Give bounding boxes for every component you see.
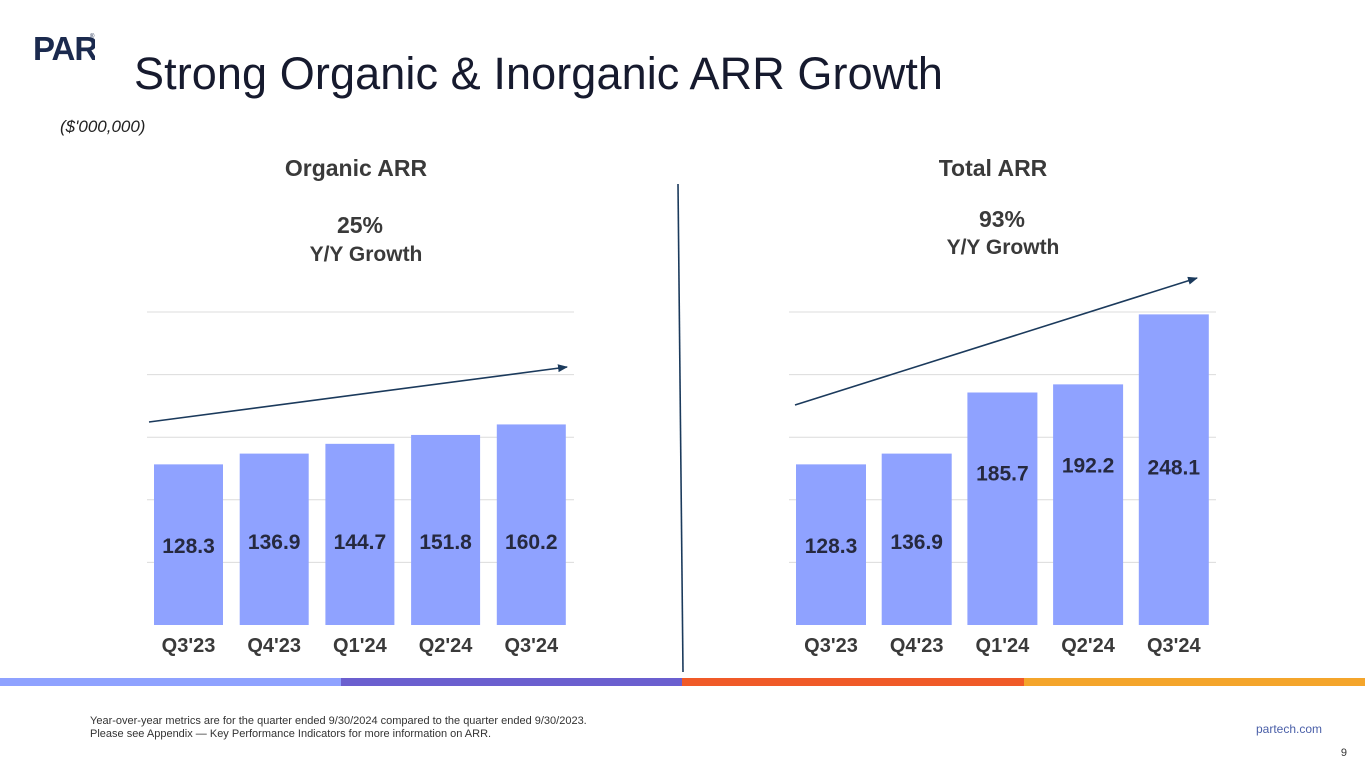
total-bar bbox=[1138, 314, 1209, 625]
total-value-label: 248.1 bbox=[1148, 456, 1201, 479]
organic-tick-label: Q2'24 bbox=[419, 635, 474, 657]
total-value-label: 192.2 bbox=[1062, 454, 1115, 477]
footer-stripe-purple bbox=[341, 678, 682, 686]
page-number: 9 bbox=[1340, 747, 1347, 759]
total-tick-label: Q2'24 bbox=[1061, 635, 1116, 657]
organic-bar bbox=[411, 434, 481, 625]
organic-tick-label: Q3'23 bbox=[162, 635, 216, 657]
footnote-line-2: Please see Appendix — Key Performance In… bbox=[90, 728, 492, 740]
total-bar bbox=[796, 464, 866, 625]
total-value-label: 128.3 bbox=[805, 535, 858, 558]
organic-bar bbox=[496, 424, 566, 625]
total-chart: 128.3 Q3'23 136.9 Q4'23 185.7 Q1'24 192.2 Q2'24… bbox=[789, 311, 1216, 657]
organic-trend-arrow bbox=[148, 364, 568, 423]
total-chart-title: Total ARR bbox=[938, 155, 1048, 181]
organic-value-label: 136.9 bbox=[248, 531, 301, 554]
organic-growth-pct: 25% bbox=[336, 212, 384, 238]
total-tick-label: Q1'24 bbox=[976, 635, 1031, 657]
total-growth-pct: 93% bbox=[978, 206, 1026, 232]
organic-bar bbox=[325, 443, 395, 625]
organic-chart-title: Organic ARR bbox=[284, 155, 428, 181]
footer-stripe-red bbox=[682, 678, 1024, 686]
organic-value-label: 128.3 bbox=[162, 535, 215, 558]
total-bar bbox=[967, 392, 1038, 625]
organic-value-label: 144.7 bbox=[334, 531, 387, 554]
organic-tick-label: Q3'24 bbox=[504, 635, 559, 657]
total-growth-label: Y/Y Growth bbox=[946, 236, 1060, 259]
organic-tick-label: Q1'24 bbox=[333, 635, 388, 657]
footnote: Year-over-year metrics are for the quart… bbox=[90, 715, 587, 741]
website-link[interactable]: partech.com bbox=[1255, 722, 1322, 736]
page-title: Strong Organic & Inorganic ARR Growth bbox=[134, 48, 944, 99]
organic-tick-label: Q4'23 bbox=[247, 635, 301, 657]
total-value-label: 136.9 bbox=[890, 531, 943, 554]
total-tick-label: Q3'23 bbox=[804, 635, 858, 657]
organic-growth-label: Y/Y Growth bbox=[309, 243, 423, 266]
footer-stripe-blue bbox=[0, 678, 341, 686]
total-bar bbox=[881, 453, 952, 625]
total-value-label: 185.7 bbox=[976, 463, 1029, 486]
footer-stripe-orange bbox=[1024, 678, 1365, 686]
total-tick-label: Q3'24 bbox=[1147, 635, 1202, 657]
footnote-line-1: Year-over-year metrics are for the quart… bbox=[90, 715, 587, 727]
organic-chart: 128.3 Q3'23 136.9 Q4'23 144.7 Q1'24 151.8 Q2'24… bbox=[147, 311, 574, 657]
organic-bar bbox=[154, 464, 223, 625]
par-logo: PAR ® bbox=[33, 30, 95, 64]
total-trend-arrow bbox=[794, 276, 1198, 406]
total-bar bbox=[1053, 384, 1124, 625]
center-divider bbox=[677, 183, 684, 673]
organic-value-label: 151.8 bbox=[419, 531, 472, 554]
organic-value-label: 160.2 bbox=[505, 531, 558, 554]
units-label: ($'000,000) bbox=[60, 117, 146, 136]
logo-text: PAR bbox=[33, 30, 95, 64]
logo-registered-mark: ® bbox=[90, 33, 95, 40]
organic-bar bbox=[239, 453, 309, 625]
total-tick-label: Q4'23 bbox=[890, 635, 944, 657]
